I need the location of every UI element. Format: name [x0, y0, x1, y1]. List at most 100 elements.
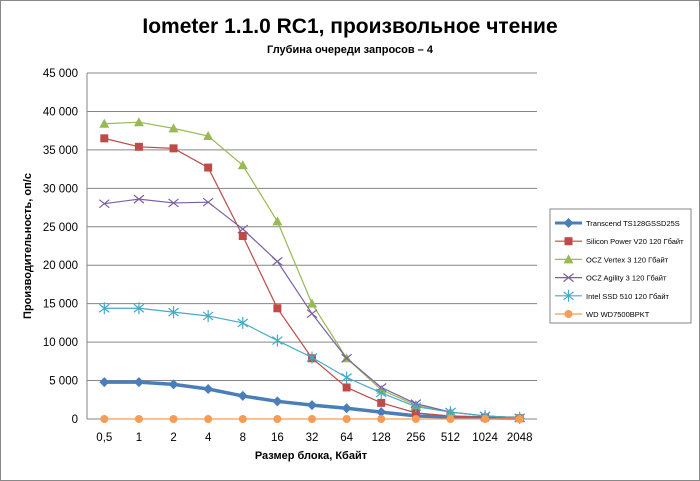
x-tick-label: 2048: [507, 432, 533, 444]
data-point: [563, 273, 574, 283]
legend-label: OCZ Vertex 3 120 Гбайт: [586, 255, 669, 264]
data-point: [377, 415, 386, 423]
data-point: [238, 415, 247, 423]
y-tick-label: 10 000: [43, 337, 78, 349]
y-tick-label: 5 000: [49, 376, 78, 388]
data-point: [273, 304, 282, 313]
series-line: [104, 137, 520, 419]
x-tick-label: 1024: [472, 432, 498, 444]
x-tick-label: 512: [441, 432, 460, 444]
data-point: [563, 289, 574, 302]
data-point: [237, 224, 249, 234]
legend: [549, 208, 692, 324]
data-point: [99, 377, 110, 388]
legend-label: WD WD7500BPKT: [586, 310, 650, 319]
y-tick-label: 35 000: [43, 145, 78, 157]
x-tick-label: 64: [340, 432, 353, 444]
series-2: [99, 117, 525, 422]
data-point: [168, 379, 179, 390]
data-point: [203, 384, 214, 395]
x-tick-label: 0,5: [96, 432, 112, 444]
x-tick-label: 16: [271, 432, 284, 444]
data-point: [308, 415, 316, 423]
data-point: [100, 134, 109, 143]
legend-label: Transcend TS128GSSD25S: [586, 219, 680, 228]
y-tick-label: 25 000: [43, 222, 78, 234]
legend-label: Silicon Power V20 120 Гбайт: [586, 237, 684, 246]
chart-subtitle: Глубина очереди запросов – 4: [267, 44, 434, 56]
data-point: [410, 400, 422, 413]
data-point: [98, 199, 110, 209]
series-5: [100, 415, 524, 423]
data-point: [134, 415, 143, 423]
data-point: [341, 403, 352, 414]
chart-title: Iometer 1.1.0 RC1, произвольное чтение: [142, 15, 557, 38]
data-point: [168, 198, 179, 208]
data-point: [563, 254, 574, 264]
data-point: [202, 309, 214, 322]
x-axis-label: Размер блока, Кбайт: [255, 450, 368, 462]
y-axis-label: Производительность, оп/с: [22, 173, 34, 319]
data-point: [342, 415, 351, 423]
y-tick-label: 20 000: [43, 260, 78, 272]
data-point: [446, 415, 455, 423]
y-tick-label: 40 000: [43, 106, 78, 118]
data-point: [168, 306, 179, 319]
data-point: [237, 316, 249, 329]
data-point: [100, 415, 109, 423]
data-point: [237, 160, 248, 170]
legend-label: OCZ Agility 3 120 Гбайт: [586, 274, 667, 283]
data-point: [134, 142, 143, 151]
data-point: [376, 407, 387, 418]
data-point: [133, 302, 145, 315]
data-point: [306, 351, 318, 364]
data-point: [411, 408, 420, 417]
x-tick-label: 4: [205, 432, 212, 444]
data-point: [273, 415, 282, 423]
data-point: [133, 194, 145, 204]
data-point: [203, 131, 214, 141]
data-point: [133, 377, 144, 388]
data-point: [306, 309, 318, 319]
x-tick-label: 1: [136, 432, 142, 444]
data-point: [341, 371, 352, 384]
data-point: [168, 123, 179, 133]
data-point: [169, 415, 178, 423]
legend-label: Intel SSD 510 120 Гбайт: [586, 292, 670, 301]
data-point: [563, 218, 574, 228]
data-point: [411, 415, 420, 423]
data-point: [375, 386, 387, 399]
data-point: [307, 298, 317, 308]
data-point: [204, 163, 213, 172]
data-point: [133, 117, 144, 127]
x-tick-label: 2: [170, 432, 176, 444]
series-3: [98, 194, 526, 423]
data-point: [342, 383, 351, 392]
data-point: [202, 197, 214, 207]
y-tick-label: 15 000: [43, 299, 78, 311]
data-point: [238, 232, 247, 241]
data-point: [169, 144, 178, 153]
data-point: [99, 118, 110, 128]
data-point: [481, 415, 490, 423]
x-tick-label: 32: [306, 432, 319, 444]
x-tick-label: 256: [406, 432, 425, 444]
x-tick-label: 128: [372, 432, 391, 444]
series-line: [104, 121, 520, 419]
data-point: [272, 256, 283, 266]
data-point: [237, 390, 248, 401]
data-point: [564, 310, 573, 318]
data-point: [307, 400, 317, 411]
data-point: [564, 237, 573, 246]
series-1: [100, 134, 524, 423]
y-tick-label: 30 000: [43, 183, 78, 195]
data-point: [341, 353, 352, 363]
data-point: [98, 302, 110, 315]
x-tick-label: 8: [240, 432, 246, 444]
data-point: [377, 398, 386, 407]
y-tick-label: 45 000: [43, 68, 78, 80]
data-point: [272, 334, 283, 347]
data-point: [204, 415, 213, 423]
